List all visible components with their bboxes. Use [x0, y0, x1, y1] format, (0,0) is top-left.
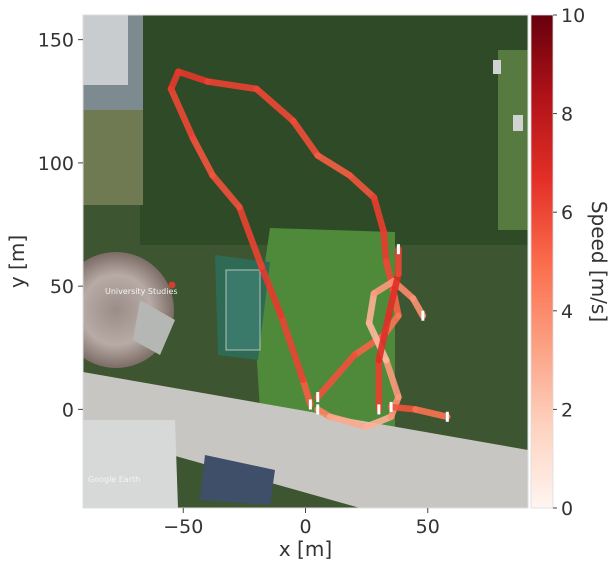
- trajectory-segment: [375, 312, 392, 364]
- colorbar-tick-label: 8: [561, 104, 573, 126]
- trajectory-segment: [167, 85, 197, 142]
- y-tick-label: 100: [38, 153, 74, 175]
- trajectory-layer: [167, 68, 451, 430]
- trajectory-endpoint-marker: [445, 411, 449, 422]
- trajectory-0: [167, 68, 402, 410]
- trajectory-segment: [314, 351, 358, 401]
- trajectory-segment: [326, 413, 370, 430]
- trajectory-segment: [387, 403, 419, 413]
- trajectory-3: [387, 401, 451, 422]
- colorbar-bar: [530, 14, 554, 509]
- trajectory-segment: [370, 194, 387, 236]
- trajectory-endpoint-marker: [396, 244, 400, 255]
- trajectory-segment: [382, 356, 402, 401]
- trajectory-segment: [253, 85, 297, 125]
- trajectory-segment: [412, 406, 451, 421]
- trajectory-segment: [365, 290, 378, 327]
- trajectory-segment: [380, 228, 390, 265]
- x-tick-label: −50: [163, 516, 203, 538]
- x-axis-label: x [m]: [279, 537, 332, 561]
- trajectory-segment: [175, 68, 211, 85]
- trajectory-segment: [258, 263, 285, 319]
- colorbar-tick-label: 0: [561, 498, 573, 520]
- trajectory-endpoint-marker: [421, 310, 425, 321]
- colorbar-label: Speed [m/s]: [587, 201, 611, 322]
- colorbar-tick-label: 2: [561, 399, 573, 421]
- trajectory-endpoint-marker: [316, 392, 320, 403]
- colorbar-tick-label: 10: [561, 5, 585, 27]
- trajectory-segment: [370, 277, 397, 297]
- colorbar: 0 2 4 6 8 10 Speed [m/s]: [530, 5, 611, 520]
- colorbar-tick-label: 4: [561, 301, 573, 323]
- trajectory-segment: [363, 413, 395, 430]
- colorbar-ticks: 0 2 4 6 8 10: [553, 5, 585, 520]
- trajectory-segment: [277, 312, 307, 384]
- map-attribution: Google Earth: [88, 475, 140, 484]
- y-tick-label: 0: [62, 399, 74, 421]
- trajectory-endpoint-marker: [389, 401, 393, 412]
- y-tick-label: 50: [50, 276, 74, 298]
- y-axis-ticks: 0 50 100 150: [38, 30, 83, 421]
- trajectory-segment: [385, 270, 402, 319]
- satellite-map: University Studies Google Earth: [83, 15, 528, 508]
- trajectory-segment: [290, 117, 321, 159]
- trajectory-segment: [209, 171, 243, 211]
- trajectory-segment: [236, 204, 265, 270]
- trajectory-endpoint-marker: [316, 404, 320, 415]
- trajectory-segment: [409, 295, 427, 319]
- y-tick-label: 150: [38, 30, 74, 52]
- x-axis-ticks: −50 0 50: [163, 508, 440, 538]
- trajectory-endpoint-marker: [377, 404, 381, 415]
- x-tick-label: 0: [299, 516, 311, 538]
- trajectory-segment: [314, 152, 353, 179]
- map-place-label: University Studies: [105, 287, 178, 296]
- trajectory-segment: [189, 135, 216, 179]
- colorbar-tick-label: 6: [561, 202, 573, 224]
- trajectory-segment: [346, 171, 378, 201]
- trajectory-2: [375, 244, 402, 415]
- y-axis-label: y [m]: [5, 235, 29, 288]
- trajectory-segment: [204, 78, 260, 93]
- x-tick-label: 50: [416, 516, 440, 538]
- trajectory-endpoint-marker: [308, 399, 312, 410]
